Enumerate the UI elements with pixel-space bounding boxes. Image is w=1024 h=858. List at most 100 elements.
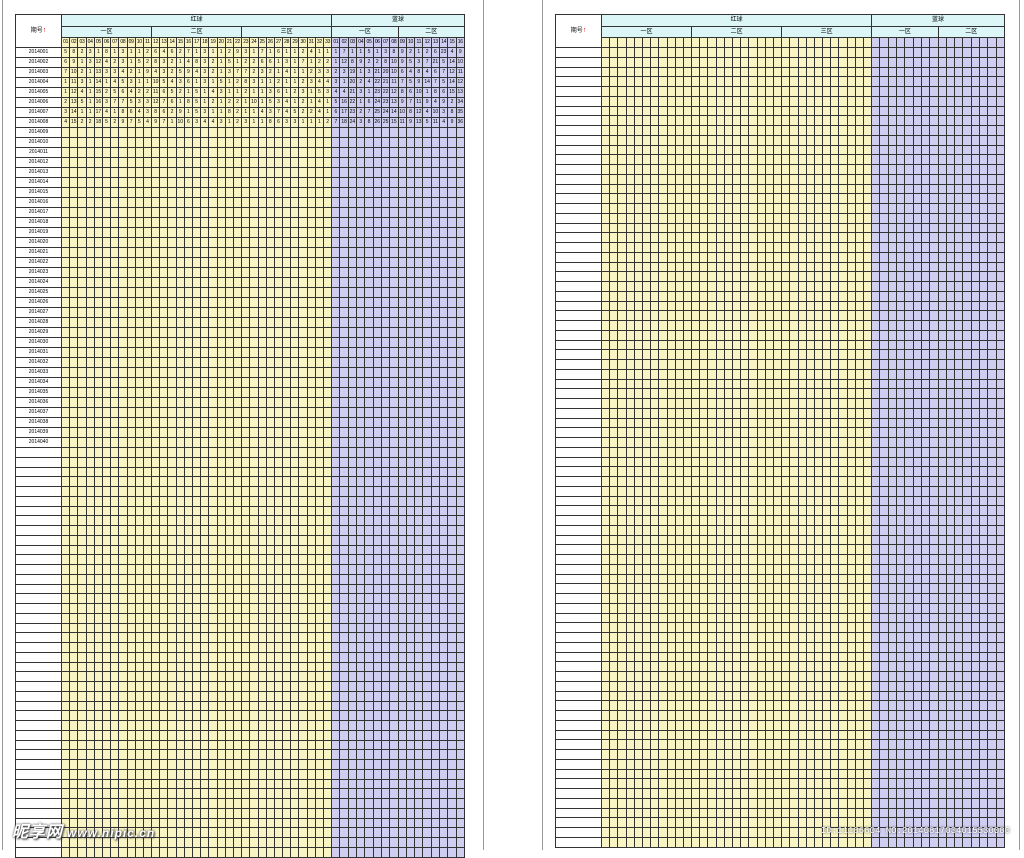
blue-cell (447, 377, 457, 388)
red-cell: 3 (142, 97, 153, 108)
red-cell: 2 (298, 107, 308, 118)
red-cell (134, 700, 144, 712)
table-row: 2014007 3 14 1 1 17 4 1 8 6 4 3 8 6 2 9 1 5 3 1 1 8 2 1 1 4 3 7 4 5 2 2… (15, 107, 465, 118)
red-cell (200, 257, 210, 268)
red-cell (633, 144, 643, 156)
red-cell (290, 642, 300, 653)
red-cell (93, 505, 103, 517)
red-cell (298, 651, 308, 663)
period-cell (555, 86, 602, 97)
red-cell (306, 651, 316, 663)
red-cell (175, 387, 185, 398)
red-cell (200, 778, 210, 790)
red-cell (151, 768, 161, 780)
blue-cell (389, 257, 399, 268)
red-cell (208, 167, 218, 178)
red-cell: 2 (232, 77, 243, 88)
blue-cell (995, 56, 1005, 68)
red-cell: 6 (183, 117, 194, 128)
blue-cell (339, 739, 349, 751)
red-cell (249, 827, 259, 838)
red-cell: 4 (282, 97, 292, 108)
red-cell (306, 681, 316, 692)
red-cell (314, 720, 325, 731)
blue-cell: 12 (414, 107, 424, 118)
red-cell (159, 505, 169, 517)
red-cell (183, 247, 194, 258)
blue-cell (347, 837, 358, 848)
red-cell (273, 749, 284, 760)
red-cell (257, 798, 267, 809)
red-cell (60, 417, 71, 428)
red-cell (322, 495, 333, 507)
red-cell (282, 739, 292, 751)
red-cell (208, 749, 218, 760)
red-cell (93, 147, 103, 158)
red-cell (69, 603, 79, 614)
red-cell (183, 137, 194, 148)
red-cell (224, 207, 234, 218)
red-cell (650, 105, 660, 117)
red-cell (183, 690, 194, 702)
red-cell: 3 (265, 107, 275, 118)
red-cell (740, 86, 750, 97)
red-cell: 3 (216, 117, 226, 128)
red-cell (134, 327, 144, 338)
blue-cell (397, 632, 407, 643)
blue-cell (871, 144, 881, 156)
blue-cell (920, 86, 931, 97)
red-cell (625, 66, 635, 78)
red-cell (142, 327, 153, 338)
blue-cell: 15 (447, 87, 457, 98)
blue-cell (987, 86, 997, 97)
red-cell (241, 739, 251, 751)
blue-cell (430, 729, 441, 741)
blue-number-header (937, 37, 947, 48)
red-cell (772, 86, 783, 97)
red-cell (273, 417, 284, 428)
blue-cell (339, 690, 349, 702)
red-cell (600, 164, 611, 175)
red-cell (175, 476, 185, 487)
blue-cell (389, 749, 399, 760)
red-cell (134, 788, 144, 799)
header-row-main: 期号↑ 红球 蓝球 (555, 14, 1005, 48)
red-cell: 3 (298, 87, 308, 98)
red-cell (208, 476, 218, 487)
blue-cell (397, 297, 407, 308)
blue-cell: 3 (356, 117, 366, 128)
red-cell (257, 417, 267, 428)
red-cell (224, 247, 234, 258)
blue-cell (904, 95, 914, 107)
red-cell (151, 247, 161, 258)
red-cell: 2 (273, 77, 284, 88)
blue-cell (347, 739, 358, 751)
red-cell (93, 651, 103, 663)
blue-cell (422, 247, 432, 258)
blue-cell (372, 317, 382, 328)
blue-cell (364, 127, 374, 138)
red-cell (159, 127, 169, 138)
red-cell (77, 317, 87, 328)
sort-arrow-icon[interactable]: ↑ (42, 27, 47, 34)
red-cell (167, 817, 177, 829)
red-cell (126, 534, 136, 546)
red-cell (85, 651, 95, 663)
blue-cell (439, 456, 449, 468)
red-cell: 7 (159, 117, 169, 128)
period-cell: 2014039 (15, 427, 62, 438)
blue-cell (372, 642, 382, 653)
red-cell: 3 (118, 57, 128, 68)
blue-cell (372, 247, 382, 258)
red-cell (682, 134, 693, 146)
sort-arrow-icon[interactable]: ↑ (582, 27, 587, 34)
red-cell (241, 778, 251, 790)
red-cell: 8 (151, 57, 161, 68)
blue-cell (397, 739, 407, 751)
red-cell (126, 651, 136, 663)
red-cell: 1 (265, 47, 275, 58)
red-cell: 1 (101, 77, 112, 88)
red-cell (715, 154, 725, 165)
blue-cell (439, 710, 449, 721)
blue-cell (372, 357, 382, 368)
